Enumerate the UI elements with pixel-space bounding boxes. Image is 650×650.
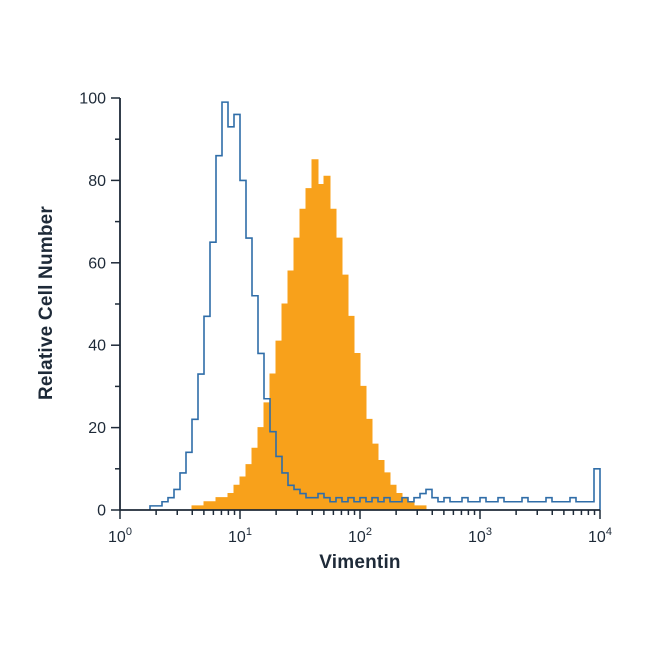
- y-tick-label: 20: [88, 420, 106, 437]
- y-tick-label: 80: [88, 173, 106, 190]
- x-tick-label: 104: [588, 526, 612, 546]
- x-tick-label: 102: [348, 526, 372, 546]
- x-tick-label: 103: [468, 526, 492, 546]
- x-tick-label: 100: [108, 526, 132, 546]
- y-tick-label: 40: [88, 338, 106, 355]
- y-tick-label: 60: [88, 255, 106, 272]
- y-axis-label: Relative Cell Number: [36, 205, 57, 401]
- y-tick-label: 0: [97, 503, 106, 520]
- y-tick-label: 100: [79, 91, 106, 108]
- tick-labels: 0 20 40 60 80 100 100 101 102 103 104: [79, 91, 612, 547]
- tick-marks: [111, 97, 601, 519]
- x-axis-label: Vimentin: [319, 552, 401, 573]
- open-blue-histogram: [149, 101, 601, 510]
- x-tick-label: 101: [228, 526, 252, 546]
- filled-orange-histogram: [191, 159, 427, 511]
